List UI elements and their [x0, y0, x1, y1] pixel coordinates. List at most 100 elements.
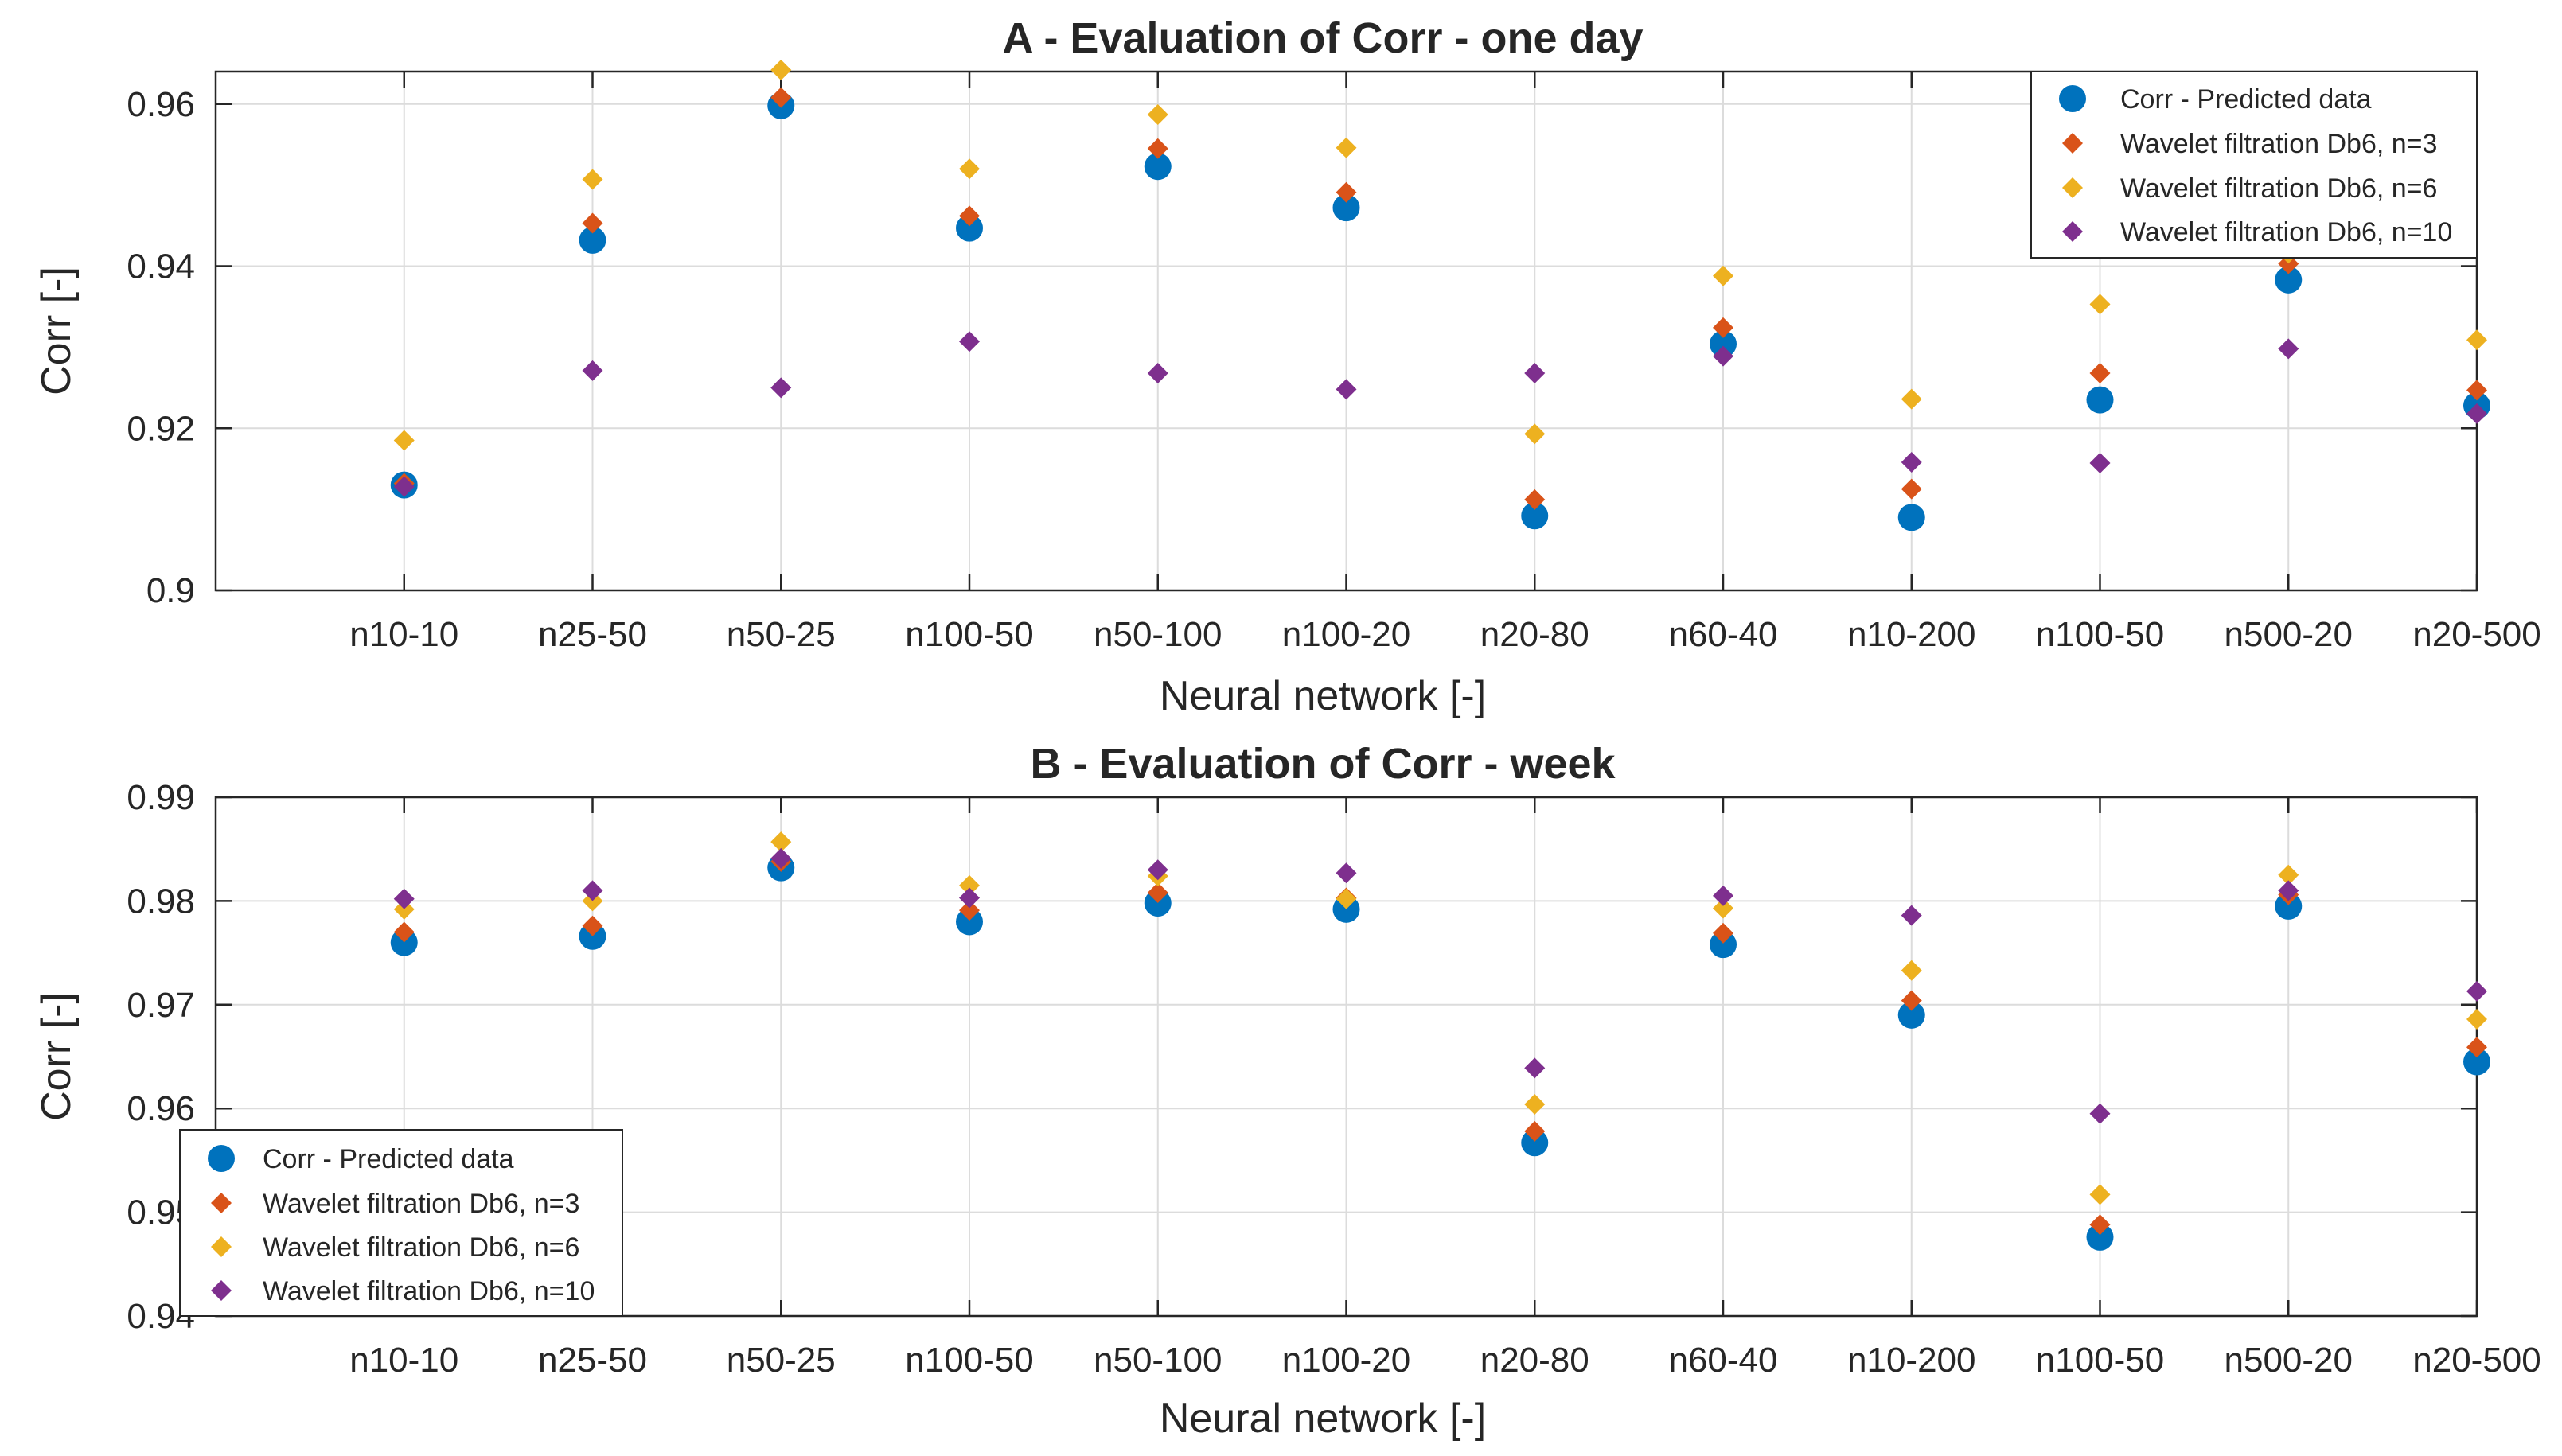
panel-a-x-tick-label: n10-10	[349, 615, 458, 654]
panel-a-legend-box	[2030, 71, 2478, 259]
panel-b-legend-label-predicted: Corr - Predicted data	[263, 1144, 514, 1174]
panel-a-legend-item-n3: Wavelet filtration Db6, n=3	[2062, 129, 2437, 159]
panel-a-point-n10	[2089, 453, 2111, 474]
panel-b-x-tick-label: n20-80	[1480, 1341, 1589, 1380]
panel-b-legend-marker-predicted	[208, 1145, 235, 1172]
panel-b-point-n10	[1147, 859, 1168, 881]
panel-a-point-n6	[1524, 423, 1546, 445]
panel-a: A - Evaluation of Corr - one day n10-10 n…	[33, 14, 2541, 719]
panel-a-point-n6	[1713, 265, 1733, 286]
panel-a-legend-marker-n6	[2062, 177, 2083, 198]
panel-b-legend-item-n3: Wavelet filtration Db6, n=3	[211, 1189, 579, 1219]
panel-b-point-n10	[393, 888, 415, 909]
panel-b-point-n6	[959, 874, 980, 896]
panel-a-legend-label-predicted: Corr - Predicted data	[2120, 84, 2372, 115]
panel-b-point-n10	[2466, 980, 2487, 1002]
panel-b-point-predicted	[1710, 931, 1737, 959]
panel-b-y-axis-label: Corr [-]	[33, 992, 80, 1121]
panel-a-point-predicted	[1897, 504, 1925, 531]
panel-a-legend-label-n10: Wavelet filtration Db6, n=10	[2120, 217, 2452, 247]
panel-a-x-tick-label: n100-50	[905, 615, 1033, 654]
panel-a-point-n10	[1901, 452, 1922, 473]
panel-b-legend-item-n10: Wavelet filtration Db6, n=10	[211, 1276, 595, 1306]
panel-a-point-n10	[1147, 362, 1168, 383]
panel-a-point-n6	[393, 430, 415, 451]
panel-b-x-tick-label: n50-100	[1094, 1341, 1222, 1380]
panel-a-legend: Corr - Predicted data Wavelet filtration…	[2030, 71, 2478, 259]
panel-b-point-predicted	[2275, 892, 2303, 920]
panel-b-legend-symbol-n6	[211, 1236, 232, 1257]
panel-b-point-n3	[1147, 882, 1168, 903]
panel-b-point-predicted	[956, 908, 983, 936]
panel-b-point-n6	[2278, 864, 2299, 886]
panel-b-x-tick-label: n50-25	[727, 1341, 836, 1380]
panel-a-point-n3	[1901, 478, 1922, 500]
panel-a-legend-item-n6: Wavelet filtration Db6, n=6	[2062, 173, 2437, 204]
panel-a-legend-symbol-n10	[2062, 221, 2083, 242]
panel-b-x-tick-label: n10-10	[349, 1341, 458, 1380]
panel-a-point-n3	[1713, 317, 1733, 338]
panel-a-point-n10	[1713, 345, 1733, 367]
panel-b-legend-item-predicted: Corr - Predicted data	[208, 1144, 514, 1174]
panel-a-point-predicted	[1710, 330, 1737, 358]
panel-a-legend-item-n10: Wavelet filtration Db6, n=10	[2062, 217, 2452, 247]
panel-a-ticks: n10-10 n25-50 n50-25 n100-50 n50-100 n100-20 n…	[127, 72, 2541, 654]
panel-a-point-n10	[1524, 362, 1546, 383]
panel-b-legend-label-n3: Wavelet filtration Db6, n=3	[263, 1189, 579, 1219]
panel-a-point-n10	[770, 377, 792, 399]
panel-a-point-n6	[1336, 137, 1357, 158]
panel-b-point-n10	[959, 887, 980, 909]
panel-b-point-n10	[1713, 885, 1733, 906]
panel-b-point-n6	[1336, 888, 1357, 909]
panel-b-x-tick-label: n20-500	[2412, 1341, 2541, 1380]
panel-b-x-tick-label: n25-50	[538, 1341, 647, 1380]
panel-a-point-n6	[2466, 329, 2487, 351]
panel-b-point-n10	[1524, 1057, 1546, 1079]
panel-b-legend-symbol-predicted	[208, 1145, 235, 1172]
panel-a-point-n6	[2089, 294, 2111, 315]
panel-b-title: B - Evaluation of Corr - week	[1030, 740, 1616, 788]
panel-b-point-n10	[582, 880, 603, 901]
panel-b-point-n3	[1901, 990, 1922, 1011]
panel-b-point-n10	[2278, 880, 2299, 901]
panel-b-legend-symbol-n3	[211, 1193, 232, 1213]
panel-b-point-n6	[1524, 1093, 1546, 1115]
panel-b-y-tick-label: 0.98	[127, 882, 195, 921]
panel-b-point-n3	[2466, 1037, 2487, 1058]
panel-a-point-n3	[582, 212, 603, 234]
panel-a-point-n10	[582, 360, 603, 381]
panel-b-point-predicted	[579, 922, 606, 950]
panel-b-point-n6	[2089, 1184, 2111, 1205]
panel-b-point-n6	[582, 890, 603, 912]
panel-a-point-predicted	[1144, 153, 1172, 181]
panel-b-point-n6	[393, 898, 415, 920]
panel-b-point-predicted	[390, 928, 418, 956]
panel-a-x-tick-label: n100-50	[2036, 615, 2164, 654]
panel-a-x-tick-label: n10-200	[1847, 615, 1975, 654]
panel-a-point-predicted	[579, 226, 606, 254]
panel-b: B - Evaluation of Corr - week n10-10 n25-…	[33, 740, 2541, 1442]
panel-b-x-tick-label: n100-50	[905, 1341, 1033, 1380]
panel-b-legend-marker-n10	[211, 1280, 232, 1301]
panel-a-point-n6	[770, 59, 792, 80]
panel-a-x-tick-label: n50-100	[1094, 615, 1222, 654]
panel-a-legend-label-n6: Wavelet filtration Db6, n=6	[2120, 173, 2437, 204]
panel-a-point-n10	[2278, 338, 2299, 360]
panel-b-markers	[390, 831, 2490, 1251]
panel-b-x-tick-label: n500-20	[2225, 1341, 2353, 1380]
panel-a-point-n6	[959, 158, 980, 180]
panel-b-y-tick-label: 0.97	[127, 986, 195, 1025]
panel-b-legend-item-n6: Wavelet filtration Db6, n=6	[211, 1232, 579, 1263]
panel-b-point-n3	[2089, 1214, 2111, 1236]
panel-b-point-n6	[770, 831, 792, 853]
panel-b-point-n3	[393, 921, 415, 943]
panel-a-point-n3	[2466, 380, 2487, 401]
panel-b-point-predicted	[1521, 1129, 1549, 1157]
panel-a-point-n3	[959, 205, 980, 227]
panel-b-y-tick-label: 0.99	[127, 778, 195, 817]
panel-a-point-n10	[1336, 379, 1357, 400]
panel-a-y-tick-label: 0.92	[127, 409, 195, 448]
panel-b-point-n6	[1713, 897, 1733, 919]
panel-b-legend-symbol-n10	[211, 1280, 232, 1301]
